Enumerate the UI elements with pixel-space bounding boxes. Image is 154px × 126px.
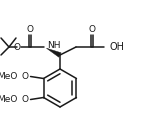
- Text: O: O: [22, 72, 28, 81]
- Text: MeO: MeO: [0, 95, 18, 104]
- Text: OH: OH: [110, 42, 125, 52]
- Text: O: O: [22, 95, 28, 104]
- Text: MeO: MeO: [0, 72, 18, 81]
- Text: O: O: [89, 25, 95, 35]
- Text: O: O: [26, 25, 34, 35]
- Text: NH: NH: [47, 41, 61, 51]
- Text: O: O: [13, 42, 20, 52]
- Polygon shape: [46, 48, 61, 57]
